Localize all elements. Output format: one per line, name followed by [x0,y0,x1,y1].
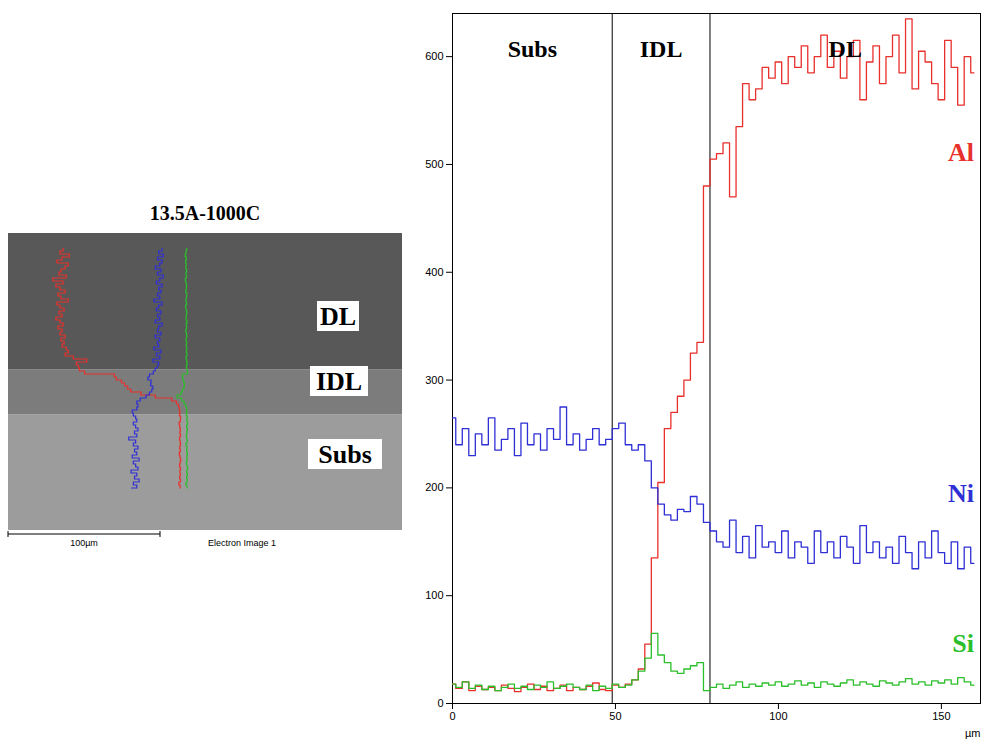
svg-text:DL: DL [320,302,356,331]
svg-text:0: 0 [437,697,443,709]
svg-text:600: 600 [425,50,443,62]
svg-text:Electron Image 1: Electron Image 1 [208,538,276,548]
svg-text:13.5A-1000C: 13.5A-1000C [150,202,261,224]
svg-text:500: 500 [425,158,443,170]
svg-text:Al: Al [948,138,974,167]
svg-text:100: 100 [769,710,787,722]
svg-text:DL: DL [829,36,862,62]
svg-text:50: 50 [609,710,621,722]
svg-text:IDL: IDL [316,367,362,396]
svg-text:Ni: Ni [948,479,974,508]
svg-text:IDL: IDL [640,36,683,62]
svg-text:300: 300 [425,374,443,386]
svg-text:Subs: Subs [318,440,372,469]
svg-text:100µm: 100µm [70,538,98,548]
svg-text:400: 400 [425,266,443,278]
svg-text:Subs: Subs [508,36,557,62]
svg-text:0: 0 [449,710,455,722]
svg-text:150: 150 [932,710,950,722]
svg-text:200: 200 [425,481,443,493]
svg-text:Si: Si [952,628,974,657]
svg-text:100: 100 [425,589,443,601]
svg-text:µm: µm [965,727,981,739]
